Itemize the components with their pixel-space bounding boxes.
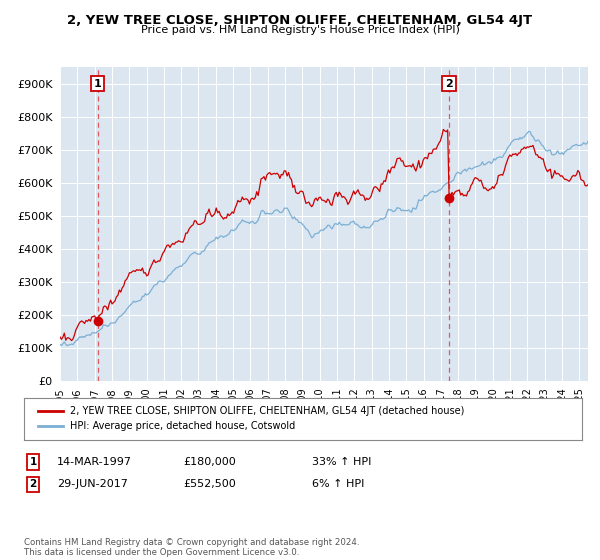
Text: 2: 2 <box>29 479 37 489</box>
Text: 33% ↑ HPI: 33% ↑ HPI <box>312 457 371 467</box>
Text: 1: 1 <box>94 79 101 88</box>
Text: 14-MAR-1997: 14-MAR-1997 <box>57 457 132 467</box>
Text: 6% ↑ HPI: 6% ↑ HPI <box>312 479 364 489</box>
Text: £180,000: £180,000 <box>183 457 236 467</box>
Text: 2, YEW TREE CLOSE, SHIPTON OLIFFE, CHELTENHAM, GL54 4JT: 2, YEW TREE CLOSE, SHIPTON OLIFFE, CHELT… <box>67 14 533 27</box>
Text: 2: 2 <box>445 79 453 88</box>
Text: 1: 1 <box>29 457 37 467</box>
Legend: 2, YEW TREE CLOSE, SHIPTON OLIFFE, CHELTENHAM, GL54 4JT (detached house), HPI: A: 2, YEW TREE CLOSE, SHIPTON OLIFFE, CHELT… <box>34 402 469 435</box>
Text: Price paid vs. HM Land Registry's House Price Index (HPI): Price paid vs. HM Land Registry's House … <box>140 25 460 35</box>
Text: Contains HM Land Registry data © Crown copyright and database right 2024.
This d: Contains HM Land Registry data © Crown c… <box>24 538 359 557</box>
Text: 29-JUN-2017: 29-JUN-2017 <box>57 479 128 489</box>
Text: £552,500: £552,500 <box>183 479 236 489</box>
